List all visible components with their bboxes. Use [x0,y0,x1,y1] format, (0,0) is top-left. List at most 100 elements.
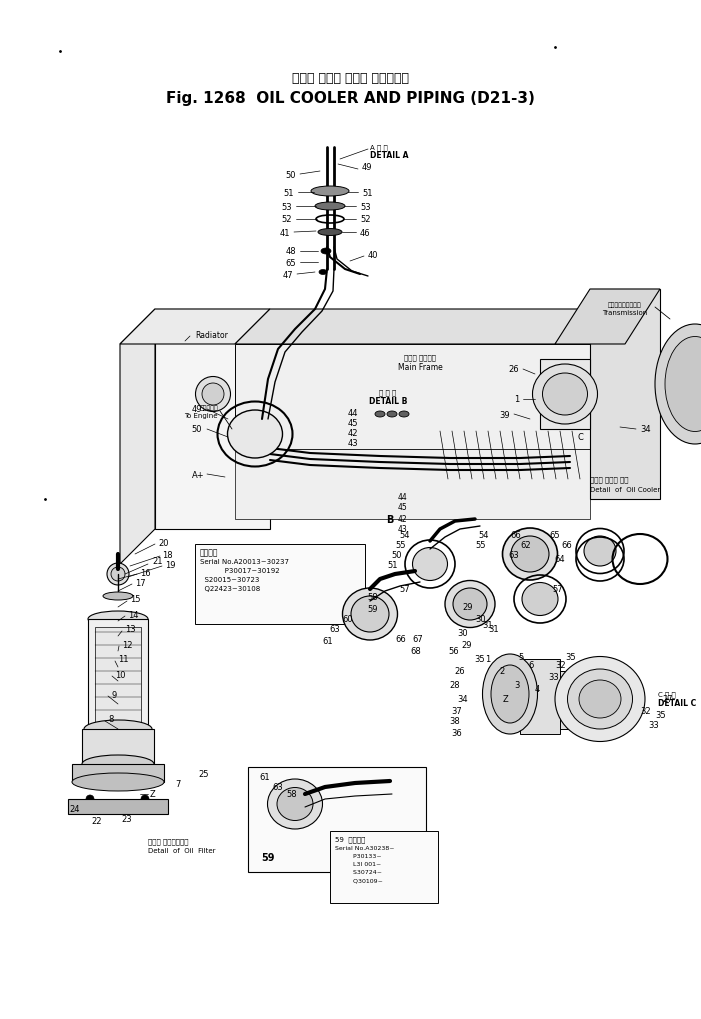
Ellipse shape [543,374,587,416]
Bar [330,832,438,903]
Text: 33: 33 [648,719,659,729]
Text: 46: 46 [360,228,371,237]
Text: 63: 63 [508,550,519,559]
Text: 64: 64 [554,555,565,564]
Text: 51: 51 [388,560,398,569]
Polygon shape [555,289,660,344]
Text: 59  適用号機: 59 適用号機 [335,836,365,843]
Text: オイル フィルタ詳細: オイル フィルタ詳細 [148,838,189,845]
Ellipse shape [72,773,164,791]
Polygon shape [555,672,590,730]
Bar [95,628,141,723]
Ellipse shape [412,548,447,581]
Text: 32: 32 [640,707,651,715]
Text: P30133~: P30133~ [335,854,381,859]
Text: 目 視 窓: 目 視 窓 [379,389,397,396]
Polygon shape [540,360,590,430]
Text: 58: 58 [287,790,297,799]
Bar [195,544,365,625]
Text: 32: 32 [555,660,566,668]
Text: 57: 57 [552,585,563,594]
Ellipse shape [315,203,345,211]
Polygon shape [235,310,590,344]
Text: 60: 60 [342,614,353,624]
Text: 34: 34 [457,695,468,704]
Text: Detail  of  Oil  Filter: Detail of Oil Filter [148,847,215,853]
Text: 8: 8 [108,714,114,723]
Text: 41: 41 [280,228,290,237]
Text: エンジンへ: エンジンへ [199,405,218,411]
Text: 54: 54 [478,530,489,539]
Ellipse shape [277,788,313,820]
Ellipse shape [82,755,154,773]
Text: 37: 37 [451,707,462,715]
Ellipse shape [482,654,538,735]
Text: 59: 59 [367,605,378,613]
Text: 55: 55 [395,540,406,549]
Text: 52: 52 [360,215,371,224]
Ellipse shape [491,665,529,723]
Text: 21: 21 [152,557,163,566]
Text: 1: 1 [514,395,519,405]
Polygon shape [120,310,155,565]
Text: 61: 61 [322,637,333,646]
Text: A 詳 細: A 詳 細 [370,145,388,151]
Bar [248,767,426,872]
Ellipse shape [103,592,133,600]
Ellipse shape [665,337,701,432]
Text: DETAIL A: DETAIL A [370,152,409,160]
Ellipse shape [319,270,327,275]
Text: 44: 44 [348,408,358,417]
Text: 43: 43 [397,525,407,534]
Ellipse shape [351,596,389,633]
Text: 45: 45 [397,503,407,512]
Text: 31: 31 [488,625,498,634]
Text: 4: 4 [535,685,540,694]
Ellipse shape [88,721,148,738]
Text: オイル クーラ 詳細: オイル クーラ 詳細 [590,476,629,483]
Text: 30: 30 [475,614,486,624]
Text: 3: 3 [515,680,520,689]
Text: B: B [386,515,394,525]
Text: Z: Z [502,695,508,704]
Ellipse shape [387,412,397,418]
Ellipse shape [555,657,645,742]
Text: 30: 30 [457,628,468,637]
Polygon shape [520,659,560,735]
Text: 65: 65 [550,530,560,539]
Text: Q30109~: Q30109~ [335,877,383,882]
Text: 66: 66 [562,540,572,549]
Ellipse shape [107,564,129,586]
Ellipse shape [311,186,349,197]
Bar [72,764,164,783]
Text: Detail  of  Oil Cooler: Detail of Oil Cooler [590,486,660,492]
Bar [82,730,154,764]
Text: 48: 48 [285,248,296,256]
Text: 56: 56 [448,647,458,656]
Text: 63: 63 [273,783,283,792]
Text: 55: 55 [475,540,486,549]
Text: トランスミッション: トランスミッション [608,302,642,308]
Text: 29: 29 [461,640,472,649]
Text: Transmission: Transmission [602,310,648,316]
Text: 63: 63 [329,625,340,634]
Text: 27: 27 [662,695,673,704]
Ellipse shape [533,365,597,425]
Text: 53: 53 [360,203,371,211]
Text: 6: 6 [528,660,533,668]
Polygon shape [155,310,270,530]
Text: 49: 49 [191,406,202,414]
Text: 10: 10 [115,669,125,679]
Text: A+: A+ [192,470,205,479]
Ellipse shape [202,383,224,406]
Text: Main Frame: Main Frame [397,362,442,371]
Text: 66: 66 [395,635,406,644]
Ellipse shape [196,377,231,412]
Text: 20: 20 [158,538,168,547]
Text: L3I 001~: L3I 001~ [335,862,381,866]
Text: 18: 18 [162,550,172,559]
Bar [68,799,168,814]
Text: 53: 53 [281,203,292,211]
Text: S30724~: S30724~ [335,869,382,874]
Text: P30017~30192: P30017~30192 [200,568,280,574]
